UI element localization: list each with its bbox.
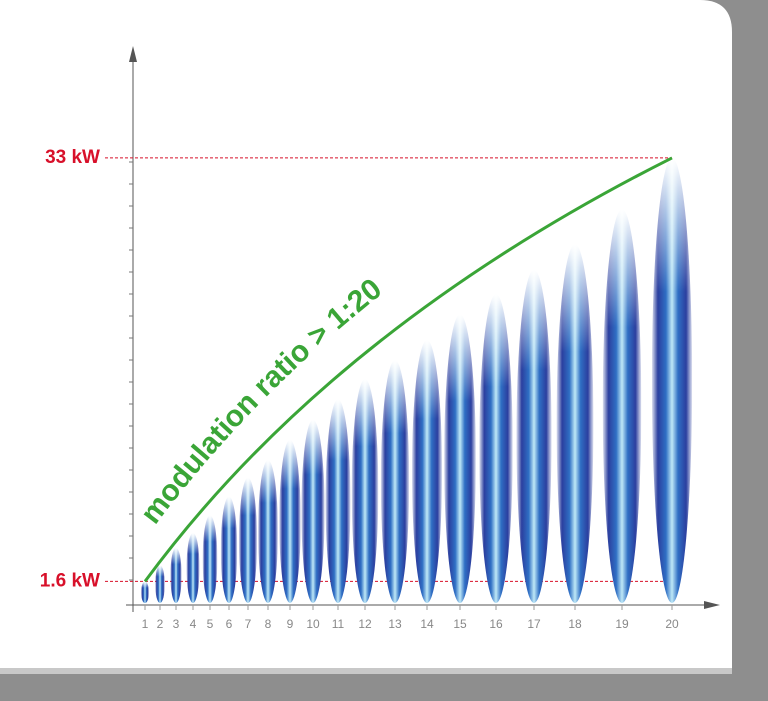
flame	[325, 399, 351, 603]
x-tick-label: 14	[420, 617, 434, 631]
flame-body	[279, 439, 301, 603]
x-tick-label: 18	[568, 617, 582, 631]
flame-body	[516, 269, 552, 603]
x-tick-label: 6	[226, 617, 233, 631]
x-tick-label: 3	[173, 617, 180, 631]
flame-body	[202, 515, 218, 603]
flame-body	[258, 460, 278, 603]
ratio-curve	[143, 156, 673, 583]
x-tick-label: 5	[207, 617, 214, 631]
x-tick-label: 9	[287, 617, 294, 631]
flame	[155, 565, 165, 603]
flame-body	[556, 244, 594, 604]
y-tick-label: 1.6 kW	[40, 570, 100, 591]
x-tick-label: 13	[388, 617, 402, 631]
x-tick-label: 19	[615, 617, 629, 631]
flame-body	[479, 294, 513, 603]
flame	[279, 439, 301, 603]
x-tick-label: 7	[245, 617, 252, 631]
flame-body	[380, 360, 410, 603]
flame-body	[444, 314, 476, 603]
flame-body	[141, 581, 149, 604]
flame	[301, 419, 325, 603]
flame-body	[238, 477, 258, 603]
flame-body	[351, 379, 379, 603]
x-tick-label: 10	[306, 617, 320, 631]
x-tick-label: 15	[453, 617, 467, 631]
x-tick-label: 17	[527, 617, 541, 631]
flame	[238, 477, 258, 603]
flame-body	[301, 419, 325, 603]
flame-body	[170, 547, 182, 603]
x-tick-label: 12	[358, 617, 372, 631]
x-tick-label: 2	[157, 617, 164, 631]
x-tick-label: 4	[190, 617, 197, 631]
flame	[602, 209, 642, 604]
flame	[516, 269, 552, 603]
flame-body	[325, 399, 351, 603]
flame-body	[155, 565, 165, 603]
flame-body	[411, 339, 443, 603]
flame	[170, 547, 182, 603]
y-tick-label: 33 kW	[45, 147, 100, 168]
x-tick-label: 16	[489, 617, 503, 631]
flame	[141, 581, 149, 604]
flame	[186, 532, 200, 603]
x-axis-arrow	[704, 601, 720, 609]
x-tick-label: 20	[665, 617, 679, 631]
flame	[351, 379, 379, 603]
flame	[651, 157, 693, 603]
flame-body	[602, 209, 642, 604]
flame	[444, 314, 476, 603]
flame	[258, 460, 278, 603]
flame	[220, 496, 238, 603]
flame	[411, 339, 443, 603]
panel-edge	[0, 668, 732, 674]
y-axis-arrow	[129, 46, 137, 62]
x-tick-label: 11	[332, 617, 345, 631]
flame-body	[220, 496, 238, 603]
flame-body	[186, 532, 200, 603]
flame	[479, 294, 513, 603]
x-tick-label: 1	[142, 617, 149, 631]
flame	[202, 515, 218, 603]
flame	[556, 244, 594, 604]
flame	[380, 360, 410, 603]
x-tick-label: 8	[265, 617, 272, 631]
flame-body	[651, 157, 693, 603]
